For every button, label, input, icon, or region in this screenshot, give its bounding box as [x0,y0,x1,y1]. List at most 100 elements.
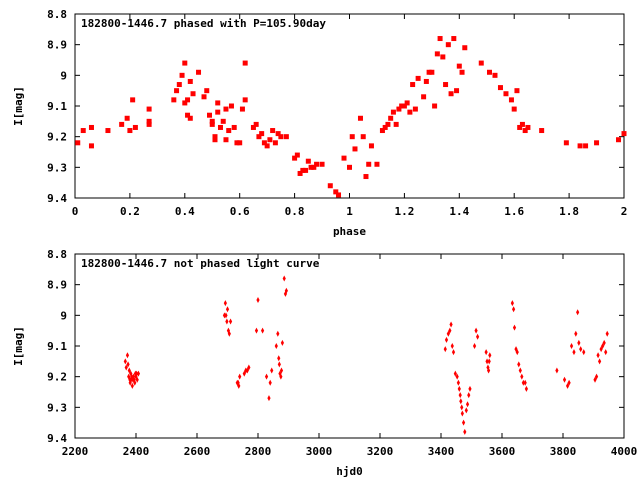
data-point [604,349,608,356]
data-point [569,343,574,349]
data-point [396,106,402,112]
data-point [451,349,456,356]
data-point [412,106,418,112]
data-point [474,327,478,334]
data-point [432,103,438,109]
data-point [440,54,446,60]
data-point [264,143,270,149]
data-point [451,36,457,42]
y-tick-label: 9 [60,309,67,322]
data-point [174,88,180,94]
data-point [385,121,391,127]
data-point [75,140,81,146]
data-point [209,121,215,127]
y-tick-label: 9.3 [47,401,67,414]
data-point [567,379,571,386]
data-point [503,91,509,97]
data-point [448,327,452,334]
data-point [456,379,460,386]
x-tick-label: 0.2 [120,205,140,218]
data-point [135,376,139,383]
y-tick-label: 8.8 [47,8,67,21]
x-tick-label: 3000 [306,445,333,458]
data-point [130,97,136,103]
data-point [105,128,111,134]
data-point [443,346,447,353]
data-point [226,128,232,134]
x-tick-label: 1.8 [559,205,579,218]
data-point [220,118,226,124]
data-point [423,78,429,84]
data-point [146,121,152,127]
x-axis-title: phase [333,225,366,238]
data-point [123,358,127,365]
data-point [460,404,464,411]
data-point [583,143,589,149]
x-tick-label: 3400 [428,445,455,458]
data-point [524,385,528,392]
data-point [276,330,280,337]
data-point [212,134,218,140]
data-point [124,364,128,371]
data-point [88,143,94,149]
y-tick-label: 9.4 [47,432,67,445]
data-point [574,330,578,337]
x-tick-label: 0.4 [175,205,195,218]
data-point [616,137,622,143]
data-point [594,373,599,380]
x-tick-label: 4000 [611,445,638,458]
data-point [278,134,284,140]
data-point [459,398,463,405]
data-point [467,392,471,399]
data-point [187,115,193,121]
data-point [215,100,221,106]
x-tick-label: 2400 [123,445,150,458]
data-point [577,143,583,149]
data-point [228,318,233,325]
data-point [247,364,251,371]
data-point [407,109,413,115]
x-tick-label: 2600 [184,445,211,458]
data-point [518,367,522,374]
data-point [253,121,259,127]
data-point [136,370,141,377]
data-point [261,140,267,146]
plot-frame [74,13,625,199]
data-point [135,370,139,377]
data-point [225,306,230,313]
data-point [270,367,274,374]
plot-title: 182800-1446.7 phased with P=105.90day [81,17,326,30]
data-point [484,349,488,356]
data-point [146,106,152,112]
x-tick-label: 3200 [367,445,394,458]
data-point [462,45,468,51]
data-point [517,361,521,368]
data-point [268,379,272,386]
data-point [456,63,462,69]
data-point [201,94,207,100]
y-tick-label: 8.9 [47,279,67,292]
data-point [179,72,185,78]
data-point [132,124,138,130]
data-point [237,382,241,389]
data-point [303,167,309,173]
data-point [267,395,271,402]
data-point [256,297,260,303]
data-point [517,124,523,130]
data-point [472,343,477,349]
data-point [525,124,531,130]
data-point [562,376,567,383]
data-point [182,100,188,106]
data-point [455,373,459,380]
data-point [279,373,283,380]
data-point [415,75,421,81]
data-point [511,106,517,112]
data-point [465,401,470,408]
data-point [572,349,576,356]
y-tick-label: 9.1 [47,340,67,353]
x-tick-label: 3600 [489,445,516,458]
data-point [520,373,524,380]
y-tick-label: 9.2 [47,131,67,144]
data-point [443,82,449,88]
